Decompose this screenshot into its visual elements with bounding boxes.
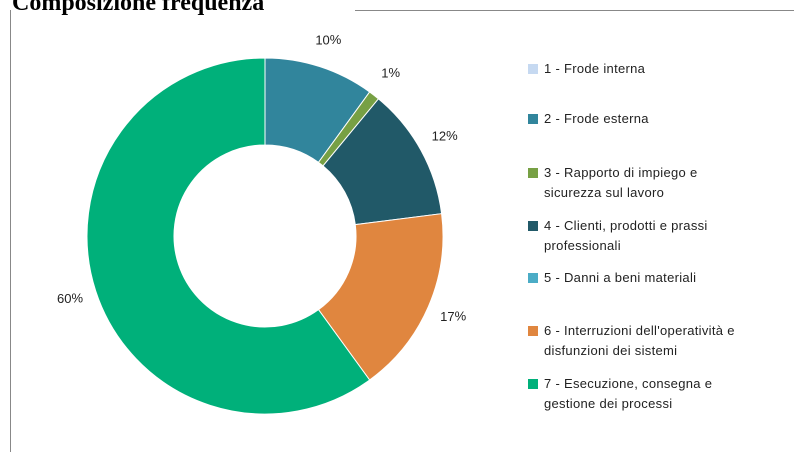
- percent-sign: %: [455, 309, 467, 324]
- legend-swatch: [528, 114, 538, 124]
- percent-sign: %: [330, 32, 342, 47]
- data-label: 1%: [381, 65, 400, 80]
- data-label: 60%: [57, 291, 83, 306]
- data-label: 10%: [315, 32, 341, 47]
- legend-label: 1 - Frode interna: [544, 61, 646, 76]
- legend-swatch: [528, 64, 538, 74]
- legend-label: 6 - Interruzioni dell'operatività e disf…: [544, 323, 735, 358]
- percent-sign: %: [388, 65, 400, 80]
- legend-entry: 2 - Frode esterna: [528, 109, 728, 129]
- data-label: 12%: [432, 129, 458, 144]
- legend-label: 5 - Danni a beni materiali: [544, 270, 697, 285]
- percent-sign: %: [446, 129, 458, 144]
- legend-swatch: [528, 221, 538, 231]
- percent-sign: %: [71, 291, 83, 306]
- legend-entry: 7 - Esecuzione, consegna e gestione dei …: [528, 374, 748, 414]
- legend-label: 2 - Frode esterna: [544, 111, 649, 126]
- legend-label: 3 - Rapporto di impiego e sicurezza sul …: [544, 165, 698, 200]
- donut-slice: [317, 213, 444, 381]
- chart-title: Composizione frequenza: [12, 0, 264, 16]
- legend-entry: 3 - Rapporto di impiego e sicurezza sul …: [528, 163, 728, 203]
- legend-swatch: [528, 168, 538, 178]
- legend-entry: 6 - Interruzioni dell'operatività e disf…: [528, 321, 790, 361]
- legend-entry: 4 - Clienti, prodotti e prassi professio…: [528, 216, 728, 256]
- legend-entry: 1 - Frode interna: [528, 59, 728, 79]
- legend-swatch: [528, 379, 538, 389]
- donut-slice: [86, 57, 371, 415]
- legend-swatch: [528, 273, 538, 283]
- legend-label: 4 - Clienti, prodotti e prassi professio…: [544, 218, 708, 253]
- legend-label: 7 - Esecuzione, consegna e gestione dei …: [544, 376, 713, 411]
- legend-swatch: [528, 326, 538, 336]
- legend-entry: 5 - Danni a beni materiali: [528, 268, 728, 288]
- data-label: 17%: [440, 309, 466, 324]
